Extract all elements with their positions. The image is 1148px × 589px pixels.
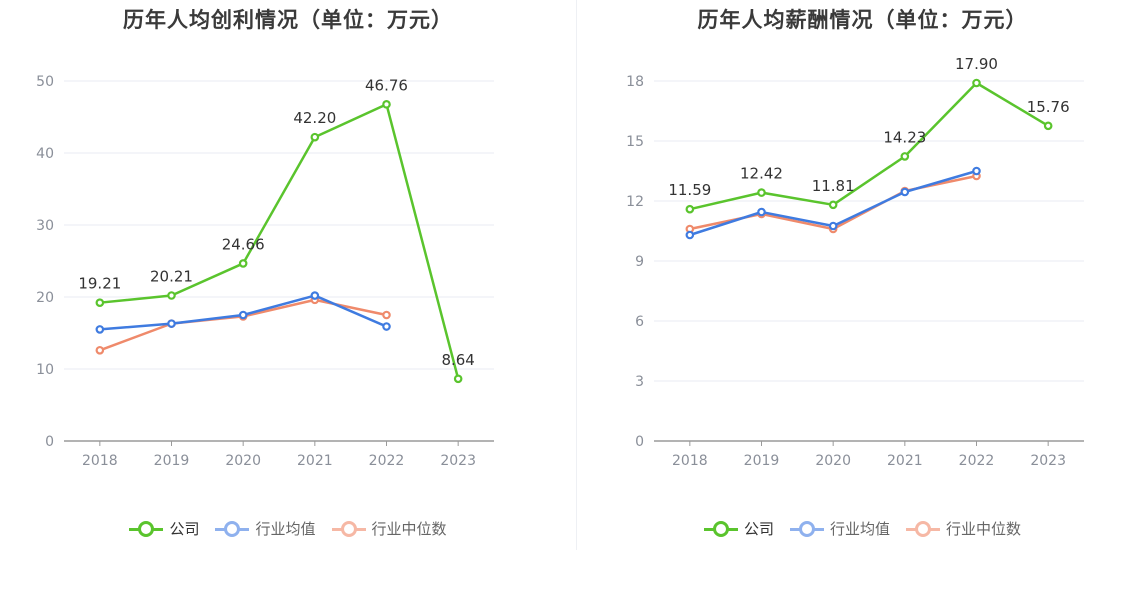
data-point — [95, 325, 105, 334]
data-point — [382, 322, 391, 331]
legend-item-industry-median[interactable]: 行业中位数 — [331, 518, 447, 539]
y-tick-label: 0 — [635, 434, 644, 450]
profit-line-chart: 0 10 20 30 40 50 2018 2019 2020 2021 2022 2023 19.21… — [36, 74, 494, 469]
x-tick-label: 2021 — [887, 453, 923, 469]
y-tick-label: 9 — [635, 254, 644, 270]
legend-median-swatch-icon — [331, 520, 366, 537]
y-tick-label: 18 — [626, 74, 644, 90]
data-point — [757, 207, 766, 217]
data-point — [95, 345, 105, 355]
data-label: 46.76 — [365, 76, 408, 94]
x-tick-label: 2023 — [440, 453, 476, 469]
salary-line-chart: 0 3 6 9 12 15 18 2018 2019 2020 2021 2022 2023 11.59 1… — [626, 55, 1084, 469]
data-point — [310, 132, 320, 142]
data-point — [900, 152, 910, 161]
data-point — [382, 100, 391, 109]
legend-average-swatch-icon — [789, 520, 824, 537]
x-tick-label: 2018 — [672, 453, 708, 469]
data-label: 42.20 — [293, 109, 336, 127]
series-line-company — [99, 103, 460, 380]
data-point — [453, 374, 463, 384]
data-point — [757, 188, 766, 197]
legend-label: 公司 — [169, 520, 200, 538]
data-point — [972, 78, 981, 88]
legend-average-swatch-icon — [215, 520, 250, 537]
y-tick-label: 20 — [36, 290, 54, 306]
y-tick-label: 30 — [36, 218, 54, 234]
y-tick-label: 15 — [626, 134, 644, 150]
series-line-company — [689, 81, 1049, 211]
right-chart-panel: 历年人均薪酬情况（单位：万元） 0 3 6 9 12 15 18 2018 2019 2020 20… — [577, 0, 1148, 589]
legend-item-industry-median[interactable]: 行业中位数 — [906, 518, 1021, 539]
data-point — [685, 204, 695, 214]
data-label: 8.64 — [441, 351, 474, 369]
x-tick-label: 2018 — [82, 453, 118, 469]
data-point — [95, 298, 105, 307]
x-tick-label: 2020 — [225, 453, 261, 469]
legend-median-swatch-icon — [906, 520, 940, 537]
x-tick-label: 2022 — [959, 453, 995, 469]
x-tick-label: 2019 — [744, 453, 780, 469]
data-point — [828, 200, 838, 210]
data-label: 11.81 — [812, 177, 855, 195]
y-tick-label: 50 — [36, 74, 54, 90]
data-label: 15.76 — [1027, 98, 1070, 116]
legend-item-company[interactable]: 公司 — [129, 518, 199, 539]
panel-divider — [576, 0, 577, 550]
data-point — [972, 166, 981, 176]
data-point — [167, 319, 176, 328]
data-label: 24.66 — [222, 235, 265, 253]
data-label: 19.21 — [78, 275, 121, 293]
legend-label: 行业均值 — [255, 520, 316, 538]
data-point — [238, 259, 248, 268]
legend-item-industry-average[interactable]: 行业均值 — [215, 518, 316, 539]
y-tick-label: 10 — [36, 362, 54, 378]
chart-legend: 公司 行业均值 行业中位数 — [0, 518, 576, 539]
legend-company-swatch-icon — [129, 520, 164, 537]
data-point — [900, 187, 910, 197]
y-tick-label: 0 — [45, 434, 54, 450]
legend-label: 行业均值 — [829, 520, 890, 538]
data-point — [1043, 121, 1053, 131]
chart-title: 历年人均创利情况（单位：万元） — [123, 8, 453, 32]
data-label: 20.21 — [150, 267, 193, 285]
x-tick-label: 2019 — [154, 453, 190, 469]
data-label: 11.59 — [668, 181, 711, 199]
left-chart-panel: 历年人均创利情况（单位：万元） 0 10 20 30 40 50 2018 2019 2020 2… — [0, 8, 576, 539]
legend-item-industry-average[interactable]: 行业均值 — [789, 518, 890, 539]
data-point — [238, 310, 248, 320]
data-point — [685, 230, 695, 240]
data-label: 17.90 — [955, 55, 998, 73]
legend-label: 行业中位数 — [371, 520, 447, 538]
x-tick-label: 2022 — [369, 453, 405, 469]
x-tick-label: 2020 — [815, 453, 851, 469]
x-tick-label: 2021 — [297, 453, 333, 469]
chart-title: 历年人均薪酬情况（单位：万元） — [697, 8, 1028, 32]
chart-legend: 公司 行业均值 行业中位数 — [577, 518, 1148, 539]
legend-company-swatch-icon — [703, 520, 738, 537]
data-point — [382, 310, 391, 320]
legend-label: 公司 — [743, 520, 774, 538]
data-label: 14.23 — [883, 128, 926, 146]
legend-label: 行业中位数 — [946, 520, 1022, 538]
y-tick-label: 3 — [635, 374, 644, 390]
y-tick-label: 12 — [626, 194, 644, 210]
x-tick-label: 2023 — [1030, 453, 1066, 469]
data-label: 12.42 — [740, 165, 783, 183]
legend-item-company[interactable]: 公司 — [703, 518, 774, 539]
data-point — [828, 221, 838, 231]
y-tick-label: 40 — [36, 146, 54, 162]
data-point — [310, 291, 320, 300]
data-point — [167, 291, 176, 300]
y-tick-label: 6 — [635, 314, 644, 330]
